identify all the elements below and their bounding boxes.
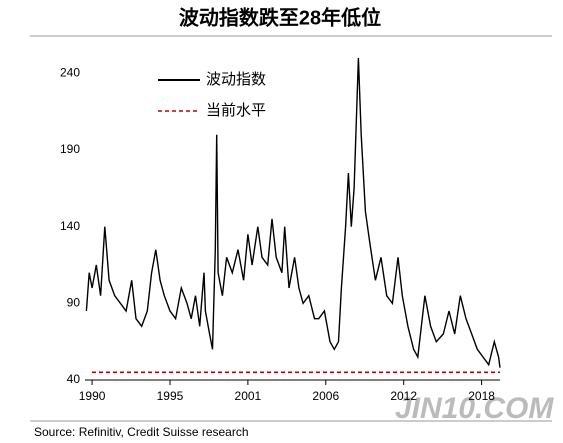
legend-label: 当前水平 [206, 102, 266, 119]
y-tick-label: 140 [60, 219, 80, 233]
y-tick-label: 240 [60, 66, 80, 80]
x-tick-label: 2001 [235, 389, 262, 403]
watermark: JIN10.COM [395, 392, 554, 425]
series-line [85, 57, 501, 368]
y-tick-label: 190 [60, 142, 80, 156]
source: Source: Refinitiv, Credit Suisse researc… [34, 425, 249, 439]
x-tick-label: 2018 [468, 389, 495, 403]
chart-title: 波动指数跌至28年低位 [179, 5, 381, 29]
x-tick-label: 1990 [79, 389, 106, 403]
legend-label: 波动指数 [206, 71, 266, 88]
y-tick-label: 90 [67, 296, 81, 310]
x-tick-label: 2006 [312, 389, 339, 403]
y-tick-label: 40 [67, 372, 81, 386]
x-tick-label: 1995 [157, 389, 184, 403]
x-tick-label: 2012 [390, 389, 417, 403]
